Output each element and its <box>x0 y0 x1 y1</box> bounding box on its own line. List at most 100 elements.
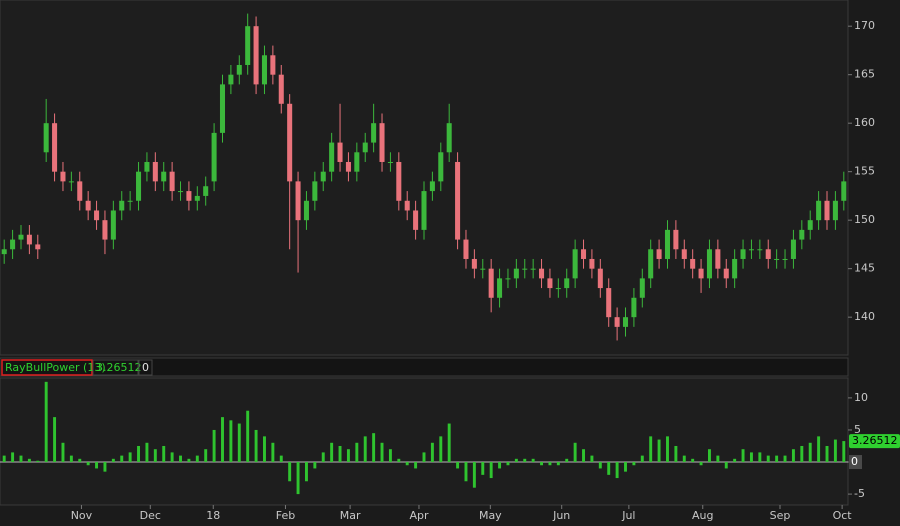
bar <box>279 455 283 463</box>
y-tick-label: 0 <box>851 455 858 468</box>
bar <box>304 462 308 482</box>
candle-body <box>320 171 326 182</box>
candle-body <box>488 268 494 298</box>
bar <box>817 436 821 463</box>
bar <box>775 455 779 463</box>
bar <box>346 449 350 463</box>
x-tick-label: Oct <box>833 509 853 522</box>
bar <box>397 458 401 463</box>
study-title: RayBullPower (13) <box>5 361 106 374</box>
bar <box>221 417 224 463</box>
y-tick-label: 10 <box>854 391 868 404</box>
bar <box>590 455 594 463</box>
candle-body <box>278 74 284 104</box>
candle-body <box>203 186 209 196</box>
bar <box>724 462 728 469</box>
candle-body <box>497 278 503 298</box>
candle-body <box>303 200 309 221</box>
bar <box>162 445 166 463</box>
study-panel <box>0 377 849 506</box>
candle-body <box>68 181 74 183</box>
bar <box>313 462 317 469</box>
bar <box>263 436 266 463</box>
bar <box>749 452 753 463</box>
candle-body <box>715 249 721 269</box>
bar <box>649 436 653 463</box>
bar <box>565 458 569 463</box>
study-title-box <box>1 359 93 376</box>
value-box <box>92 359 139 376</box>
x-tick-label: Mar <box>340 509 361 522</box>
bar <box>36 460 40 463</box>
bar <box>128 452 132 463</box>
candle-body <box>463 239 469 259</box>
bar <box>640 455 644 463</box>
bar <box>556 462 560 466</box>
candle-body <box>547 278 553 289</box>
candle-body <box>530 268 536 270</box>
bar <box>598 462 602 469</box>
bar <box>498 462 502 469</box>
candle-body <box>656 249 662 259</box>
x-tick-label: Jul <box>621 509 635 522</box>
bar <box>61 442 65 463</box>
candle-body <box>673 229 679 250</box>
candle-body <box>26 234 32 245</box>
y-tick-label: 165 <box>854 68 875 81</box>
y-tick-label: 170 <box>854 19 875 32</box>
bar <box>506 462 510 466</box>
x-tick-label: Aug <box>692 509 713 522</box>
candle-body <box>194 195 200 201</box>
bar <box>69 455 73 463</box>
candle-body <box>110 210 116 240</box>
candle-body <box>1 249 7 255</box>
bar <box>632 462 636 466</box>
bar <box>86 462 90 466</box>
bar <box>624 462 627 472</box>
candle-body <box>782 258 788 260</box>
bar <box>825 445 829 463</box>
candle-body <box>337 142 343 162</box>
bar <box>548 462 552 466</box>
candle-body <box>639 278 645 298</box>
candle-body <box>102 220 108 240</box>
candle-body <box>94 210 100 221</box>
candle-body <box>597 268 603 289</box>
candle-body <box>589 258 595 269</box>
bar <box>170 452 174 463</box>
bar <box>800 445 804 463</box>
bar <box>699 462 703 466</box>
candle-body <box>429 181 435 192</box>
candle-body <box>572 249 578 279</box>
bar <box>833 439 837 463</box>
bar <box>666 436 669 463</box>
candle-body <box>236 64 242 75</box>
candle-body <box>10 239 16 250</box>
study-zero-value: 0 <box>142 361 149 374</box>
bar <box>405 462 409 466</box>
bar <box>733 458 737 463</box>
y-tick-label: 145 <box>854 262 875 275</box>
bar <box>741 449 745 463</box>
candle-body <box>387 161 393 163</box>
zero-label-box <box>849 455 862 470</box>
bar <box>531 458 535 463</box>
candle-body <box>455 161 461 240</box>
candle-body <box>152 161 158 182</box>
candle-body <box>219 84 226 133</box>
bar <box>338 445 342 463</box>
price-panel <box>0 0 849 356</box>
candle-body <box>790 239 796 259</box>
bar <box>523 458 527 463</box>
candle-body <box>261 55 267 85</box>
bar <box>758 452 762 463</box>
candle-body <box>564 278 570 289</box>
bar <box>363 436 367 463</box>
bar <box>372 433 376 463</box>
candle-body <box>362 142 368 153</box>
bar <box>447 423 451 463</box>
candle-body <box>18 234 24 240</box>
candle-body <box>841 181 847 201</box>
last-value-box <box>849 434 900 449</box>
